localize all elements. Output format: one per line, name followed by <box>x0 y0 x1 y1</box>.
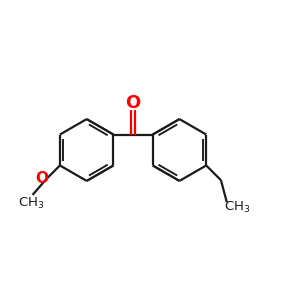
Text: O: O <box>125 94 141 112</box>
Text: CH$_3$: CH$_3$ <box>224 200 250 215</box>
Text: O: O <box>35 171 48 186</box>
Text: CH$_3$: CH$_3$ <box>18 196 44 211</box>
